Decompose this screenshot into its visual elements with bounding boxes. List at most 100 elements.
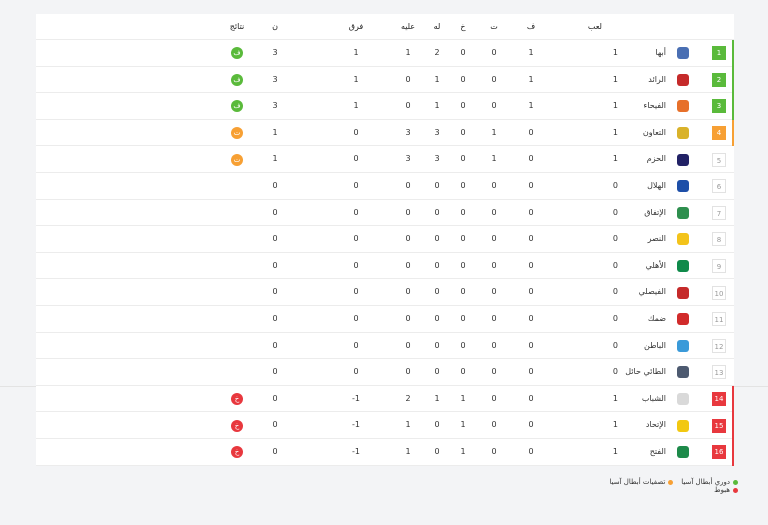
drawn-cell: 0 bbox=[491, 207, 497, 217]
team-name: الإتحاد bbox=[645, 420, 666, 430]
won-cell: 0 bbox=[528, 181, 534, 190]
table-row[interactable]: 0 0 0 0 0 0 0 0 ضمك 11 bbox=[36, 306, 734, 333]
lost-cell: 0 bbox=[460, 154, 466, 164]
team-crest-icon bbox=[677, 233, 689, 246]
diff-cell: 0 bbox=[353, 181, 359, 190]
table-row[interactable]: 0 0 0 0 0 0 0 0 الباطن 12 bbox=[36, 333, 734, 360]
won-cell: 0 bbox=[528, 393, 534, 403]
table-row[interactable]: 0 0 0 0 0 0 0 0 الإتفاق 7 bbox=[36, 200, 734, 227]
drawn-cell: 1 bbox=[491, 127, 497, 137]
team-crest-icon bbox=[677, 286, 689, 299]
rank-badge: 11 bbox=[712, 312, 726, 327]
team-name: الباطن bbox=[644, 340, 666, 350]
goals-for-cell: 0 bbox=[434, 314, 440, 323]
team-crest-icon bbox=[677, 127, 689, 140]
goals-against-cell: 0 bbox=[405, 207, 411, 217]
rank-badge: 3 bbox=[712, 99, 726, 114]
lost-cell: 0 bbox=[460, 101, 466, 111]
played-cell: 1 bbox=[612, 101, 618, 111]
rank-badge: 7 bbox=[712, 205, 726, 220]
team-crest-icon bbox=[677, 339, 689, 352]
team-crest-icon bbox=[677, 313, 689, 326]
points-cell: 0 bbox=[272, 181, 278, 190]
table-row[interactable]: 0 -1 2 1 1 0 0 1 الشباب خ 14 bbox=[36, 385, 734, 413]
played-cell: 1 bbox=[612, 420, 618, 430]
points-cell: 0 bbox=[272, 260, 278, 270]
won-cell: 1 bbox=[528, 74, 534, 84]
table-row[interactable]: 1 0 3 3 0 1 0 1 الحزم ت 5 bbox=[36, 146, 734, 173]
points-cell: 1 bbox=[272, 154, 278, 164]
legend-dot-icon bbox=[668, 479, 674, 485]
won-cell: 0 bbox=[528, 447, 534, 456]
won-cell: 0 bbox=[528, 127, 534, 137]
won-cell: 1 bbox=[528, 101, 534, 111]
team-name: الحزم bbox=[646, 154, 666, 164]
lost-cell: 0 bbox=[460, 181, 466, 190]
table-row[interactable]: 3 1 0 1 0 0 1 1 الرائد ف 2 bbox=[36, 66, 734, 94]
diff-cell: -1 bbox=[352, 420, 360, 430]
table-row[interactable]: 0 0 0 0 0 0 0 0 الهلال 6 bbox=[36, 173, 734, 200]
rank-badge: 15 bbox=[712, 418, 726, 433]
form-badge: ف bbox=[231, 73, 243, 86]
team-crest-icon bbox=[677, 419, 689, 432]
goals-against-cell: 0 bbox=[405, 234, 411, 244]
team-crest-icon bbox=[677, 206, 689, 219]
table-row[interactable]: 0 -1 1 0 1 0 0 1 الإتحاد خ 15 bbox=[36, 412, 734, 439]
lost-cell: 0 bbox=[460, 314, 466, 323]
table-row[interactable]: 0 0 0 0 0 0 0 0 الفيصلي 10 bbox=[36, 279, 734, 306]
team-name: الفيحاء bbox=[643, 101, 666, 111]
points-cell: 3 bbox=[272, 74, 278, 84]
lost-cell: 0 bbox=[460, 260, 466, 270]
won-cell: 0 bbox=[528, 287, 534, 297]
legend-item: دوري أبطال آسيا bbox=[681, 478, 738, 486]
goals-for-cell: 1 bbox=[434, 74, 440, 84]
table-row[interactable]: 0 -1 1 0 1 0 0 1 الفتح خ 16 bbox=[36, 439, 734, 466]
goals-for-cell: 3 bbox=[434, 154, 440, 164]
legend-label: هبوط bbox=[714, 486, 730, 494]
diff-cell: 0 bbox=[353, 314, 359, 323]
played-cell: 0 bbox=[612, 287, 618, 297]
team-name: الفيصلي bbox=[638, 287, 666, 297]
diff-cell: 1 bbox=[353, 74, 359, 84]
drawn-cell: 0 bbox=[491, 367, 497, 377]
diff-cell: 0 bbox=[353, 154, 359, 164]
team-name: التعاون bbox=[642, 127, 666, 137]
team-name: أبها bbox=[655, 48, 666, 57]
drawn-cell: 0 bbox=[491, 314, 497, 323]
rank-badge: 14 bbox=[712, 392, 726, 407]
table-row[interactable]: 0 0 0 0 0 0 0 0 النصر 8 bbox=[36, 226, 734, 253]
lost-cell: 0 bbox=[460, 340, 466, 350]
form-badge: خ bbox=[231, 446, 243, 459]
goals-against-cell: 1 bbox=[405, 447, 411, 456]
drawn-cell: 0 bbox=[491, 340, 497, 350]
diff-cell: 1 bbox=[353, 48, 359, 57]
legend-item: تصفيات أبطال آسيا bbox=[610, 478, 674, 486]
rank-badge: 12 bbox=[712, 338, 726, 353]
goals-for-cell: 0 bbox=[434, 340, 440, 350]
table-row[interactable]: 3 1 1 2 0 0 1 1 أبها ف 1 bbox=[36, 40, 734, 67]
goals-against-cell: 0 bbox=[405, 101, 411, 111]
played-cell: 0 bbox=[612, 260, 618, 270]
team-crest-icon bbox=[677, 260, 689, 273]
table-row[interactable]: 0 0 0 0 0 0 0 0 الأهلي 9 bbox=[36, 253, 734, 280]
form-badge: ف bbox=[231, 100, 243, 113]
header-form: نتائج bbox=[229, 22, 245, 31]
won-cell: 0 bbox=[528, 207, 534, 217]
points-cell: 0 bbox=[272, 314, 278, 323]
played-cell: 1 bbox=[612, 74, 618, 84]
goals-against-cell: 1 bbox=[405, 48, 411, 57]
points-cell: 0 bbox=[272, 340, 278, 350]
lost-cell: 1 bbox=[460, 447, 466, 456]
form-badge: ت bbox=[231, 153, 243, 166]
team-name: الأهلي bbox=[645, 260, 666, 270]
points-cell: 0 bbox=[272, 447, 278, 456]
table-row[interactable]: 1 0 3 3 0 1 0 1 التعاون ت 4 bbox=[36, 119, 734, 147]
table-row[interactable]: 0 0 0 0 0 0 0 0 الطائي حائل 13 bbox=[36, 359, 734, 386]
rank-badge: 13 bbox=[712, 365, 726, 380]
table-row[interactable]: 3 1 0 1 0 0 1 1 الفيحاء ف 3 bbox=[36, 93, 734, 120]
points-cell: 0 bbox=[272, 207, 278, 217]
drawn-cell: 0 bbox=[491, 181, 497, 190]
played-cell: 0 bbox=[612, 367, 618, 377]
diff-cell: 0 bbox=[353, 207, 359, 217]
header-points: ن bbox=[272, 22, 278, 31]
